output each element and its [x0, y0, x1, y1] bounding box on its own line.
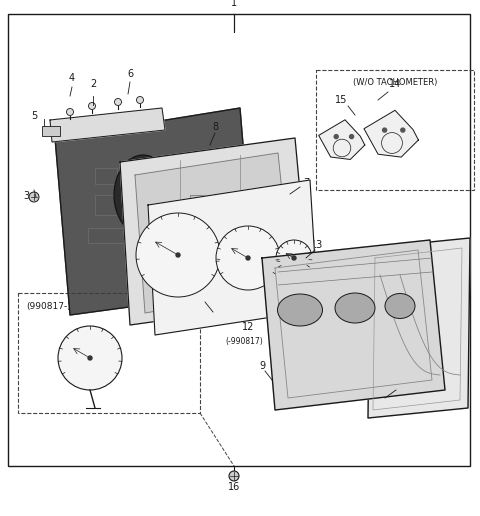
Circle shape	[88, 356, 92, 360]
Circle shape	[349, 135, 354, 139]
Text: (-990817): (-990817)	[225, 337, 263, 346]
Text: 12: 12	[84, 352, 96, 362]
Circle shape	[67, 108, 73, 116]
Text: 7: 7	[303, 178, 309, 188]
Text: 4: 4	[69, 73, 75, 83]
Circle shape	[334, 135, 338, 139]
Ellipse shape	[114, 155, 172, 235]
Text: 12: 12	[242, 322, 254, 332]
Polygon shape	[135, 153, 292, 313]
Ellipse shape	[335, 293, 375, 323]
Polygon shape	[262, 240, 445, 410]
Circle shape	[115, 99, 121, 105]
Polygon shape	[50, 108, 165, 142]
Text: 2: 2	[90, 79, 96, 89]
Circle shape	[176, 253, 180, 257]
Text: 14: 14	[389, 79, 401, 89]
Circle shape	[246, 256, 250, 260]
Ellipse shape	[182, 150, 238, 220]
Polygon shape	[55, 108, 255, 315]
Text: 6: 6	[127, 69, 133, 79]
Text: 15: 15	[335, 95, 347, 105]
Bar	[88, 228, 130, 243]
Text: 5: 5	[31, 111, 37, 121]
Polygon shape	[148, 180, 318, 335]
Bar	[95, 195, 130, 215]
Ellipse shape	[385, 294, 415, 318]
Text: 8: 8	[212, 122, 218, 132]
Circle shape	[229, 471, 239, 481]
Circle shape	[401, 128, 405, 132]
Circle shape	[136, 213, 220, 297]
Bar	[190, 240, 228, 265]
Bar	[140, 228, 175, 242]
Text: 10: 10	[394, 383, 406, 393]
Circle shape	[58, 326, 122, 390]
Bar	[120, 168, 138, 180]
Bar	[8, 14, 470, 466]
Bar	[18, 293, 200, 413]
Circle shape	[276, 240, 312, 276]
Circle shape	[136, 96, 144, 104]
Text: (W/O TACHOMETER): (W/O TACHOMETER)	[353, 78, 437, 87]
Text: 3: 3	[23, 191, 29, 201]
Ellipse shape	[277, 294, 323, 326]
Text: 11: 11	[194, 292, 206, 302]
Text: 1: 1	[231, 0, 237, 8]
Bar	[95, 168, 117, 184]
Text: 9: 9	[259, 361, 265, 371]
Circle shape	[29, 192, 39, 202]
Polygon shape	[120, 138, 310, 325]
Text: (990817-): (990817-)	[26, 302, 71, 311]
Bar	[316, 70, 474, 190]
Polygon shape	[368, 238, 470, 418]
Polygon shape	[364, 110, 419, 157]
Polygon shape	[319, 120, 365, 159]
Bar	[42, 126, 60, 136]
Text: 16: 16	[228, 482, 240, 492]
Circle shape	[383, 128, 386, 132]
Circle shape	[292, 256, 296, 260]
Bar	[142, 198, 167, 214]
Circle shape	[88, 103, 96, 109]
Circle shape	[216, 226, 280, 290]
Text: 13: 13	[311, 240, 323, 250]
Bar	[190, 195, 228, 225]
